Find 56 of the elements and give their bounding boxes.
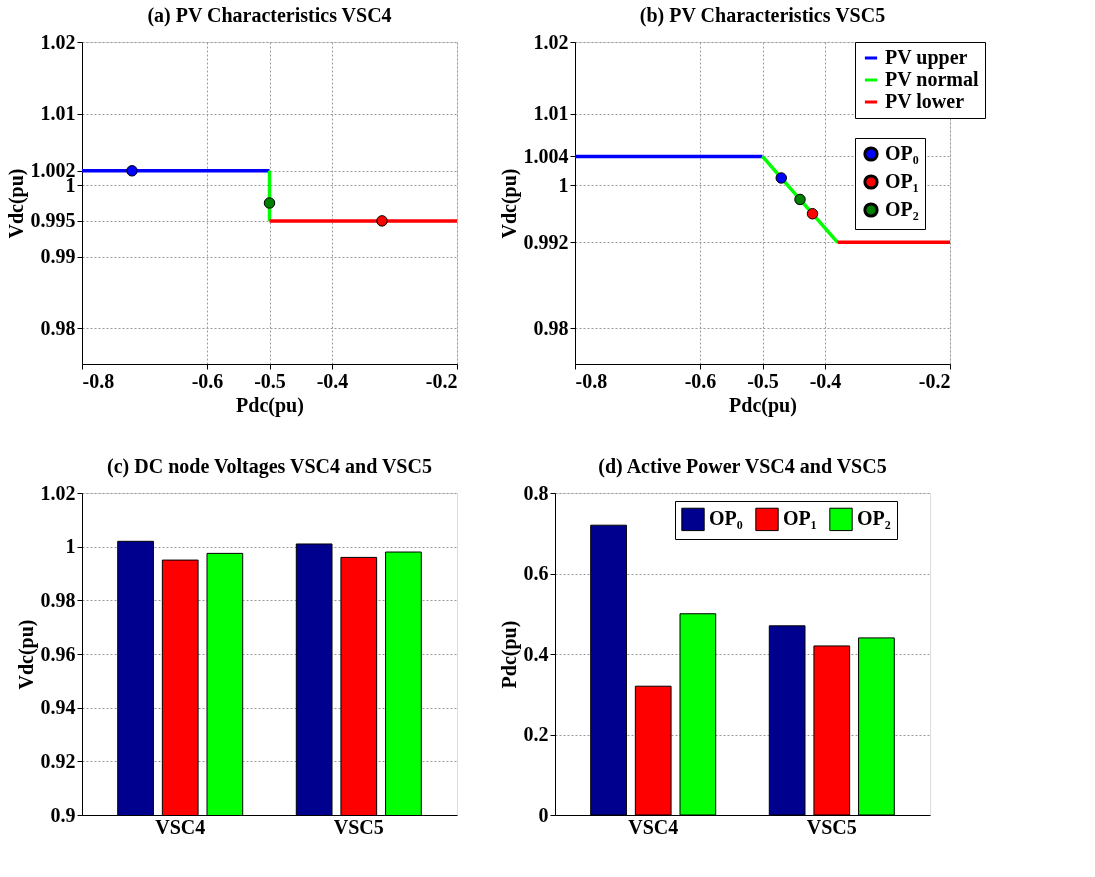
x-tick-label: VSC5 bbox=[806, 815, 857, 838]
y-tick-label: 0.94 bbox=[40, 696, 76, 719]
y-tick-label: 0 bbox=[538, 803, 549, 826]
x-tick-label: -0.4 bbox=[809, 369, 842, 392]
y-tick-label: 0.9 bbox=[50, 803, 76, 826]
legend-label: OP₁ bbox=[783, 507, 817, 530]
legend-label: PV upper bbox=[885, 46, 968, 69]
y-tick-label: 0.4 bbox=[523, 642, 549, 665]
x-tick-label: -0.2 bbox=[425, 369, 458, 392]
legend-label: OP₀ bbox=[709, 507, 743, 530]
legend-label: OP₂ bbox=[857, 507, 891, 530]
y-axis-title: Vdc(pu) bbox=[14, 619, 38, 690]
chart-title: (a) PV Characteristics VSC4 bbox=[147, 4, 392, 27]
y-tick-label: 1.02 bbox=[533, 30, 569, 53]
y-tick-label: 1.02 bbox=[40, 30, 76, 53]
y-tick-label: 0.96 bbox=[40, 642, 76, 665]
legend-label: PV lower bbox=[885, 90, 965, 112]
y-tick-label: 1.004 bbox=[523, 144, 569, 167]
y-tick-label: 0.98 bbox=[533, 316, 569, 339]
y-axis-title: Vdc(pu) bbox=[497, 168, 521, 239]
y-tick-label: 0.98 bbox=[40, 588, 76, 611]
x-tick-label: -0.6 bbox=[191, 369, 224, 392]
x-axis-title: Pdc(pu) bbox=[236, 393, 304, 417]
y-tick-label: 1.01 bbox=[40, 102, 76, 125]
y-tick-label: 0.992 bbox=[523, 230, 569, 253]
y-tick-label: 0.2 bbox=[523, 723, 549, 745]
legend-label: OP₀ bbox=[885, 142, 919, 164]
x-tick-label: -0.4 bbox=[316, 369, 349, 392]
y-tick-label: 1 bbox=[65, 535, 76, 558]
x-axis-title: Pdc(pu) bbox=[729, 393, 797, 417]
legend-label: OP₂ bbox=[885, 198, 919, 220]
y-tick-label: 1.02 bbox=[40, 481, 76, 504]
x-tick-label: -0.8 bbox=[82, 369, 115, 392]
x-tick-label: VSC5 bbox=[333, 815, 384, 838]
y-tick-label: 0.99 bbox=[40, 245, 76, 268]
y-tick-label: 0.8 bbox=[523, 481, 549, 504]
y-axis-title: Vdc(pu) bbox=[4, 168, 28, 239]
y-axis-title: Pdc(pu) bbox=[497, 620, 521, 689]
x-tick-label: VSC4 bbox=[628, 815, 679, 838]
y-tick-label: 1.01 bbox=[533, 102, 569, 125]
legend-label: PV normal bbox=[885, 68, 979, 90]
y-tick-label: 0.6 bbox=[523, 562, 549, 584]
y-tick-label: 0.98 bbox=[40, 316, 76, 339]
chart-title: (d) Active Power VSC4 and VSC5 bbox=[598, 455, 887, 478]
x-tick-label: VSC4 bbox=[155, 815, 206, 838]
y-tick-label: 0.995 bbox=[30, 209, 76, 232]
x-tick-label: -0.5 bbox=[254, 369, 286, 392]
y-tick-label: 1 bbox=[558, 173, 569, 196]
x-tick-label: -0.5 bbox=[747, 369, 779, 392]
y-tick-label: 0.92 bbox=[40, 749, 76, 772]
x-tick-label: -0.8 bbox=[575, 369, 608, 392]
legend-label: OP₁ bbox=[885, 170, 919, 192]
chart-title: (b) PV Characteristics VSC5 bbox=[639, 4, 886, 27]
x-tick-label: -0.6 bbox=[684, 369, 717, 392]
chart-title: (c) DC node Voltages VSC4 and VSC5 bbox=[107, 455, 432, 478]
x-tick-label: -0.2 bbox=[918, 369, 951, 392]
